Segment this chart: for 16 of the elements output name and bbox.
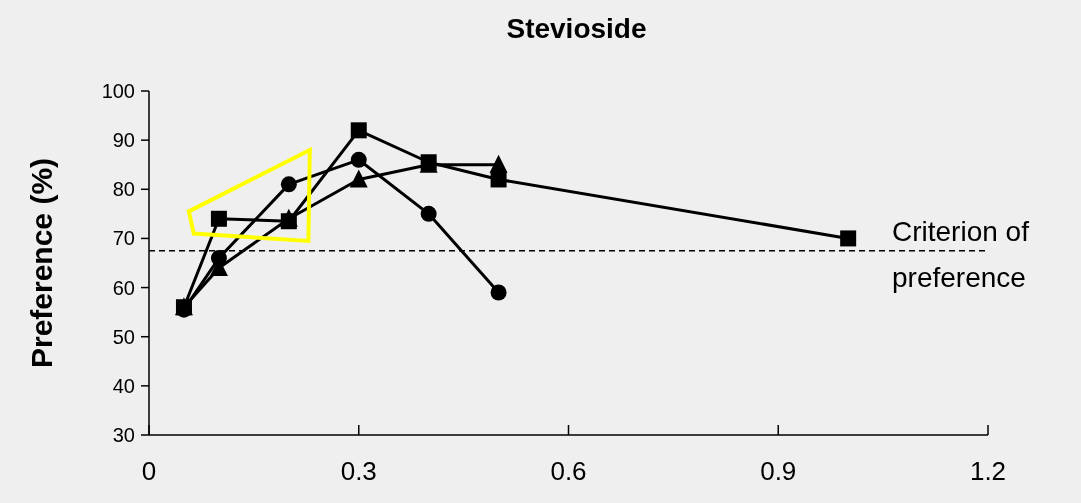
y-tick-label: 60 bbox=[112, 276, 135, 299]
ref-line-label: Criterion of preference bbox=[892, 215, 1030, 293]
y-tick-label: 30 bbox=[112, 424, 135, 446]
y-tick-label: 80 bbox=[112, 178, 135, 201]
y-tick-label: 70 bbox=[112, 227, 135, 250]
y-axis-title: Preference (%) bbox=[25, 157, 58, 369]
y-tick-label: 90 bbox=[112, 129, 135, 152]
y-tick-label: 100 bbox=[101, 80, 135, 102]
x-tick-label: 0.6 bbox=[550, 456, 587, 486]
x-tick-label: 0 bbox=[141, 456, 157, 486]
x-tick-label: 1.2 bbox=[969, 456, 1007, 486]
chart-title: Stevioside bbox=[506, 13, 647, 44]
y-tick-label: 50 bbox=[112, 325, 135, 348]
x-tick-label: 0.3 bbox=[340, 456, 377, 486]
x-tick-label: 0.9 bbox=[760, 456, 797, 486]
y-tick-label: 40 bbox=[112, 374, 135, 397]
